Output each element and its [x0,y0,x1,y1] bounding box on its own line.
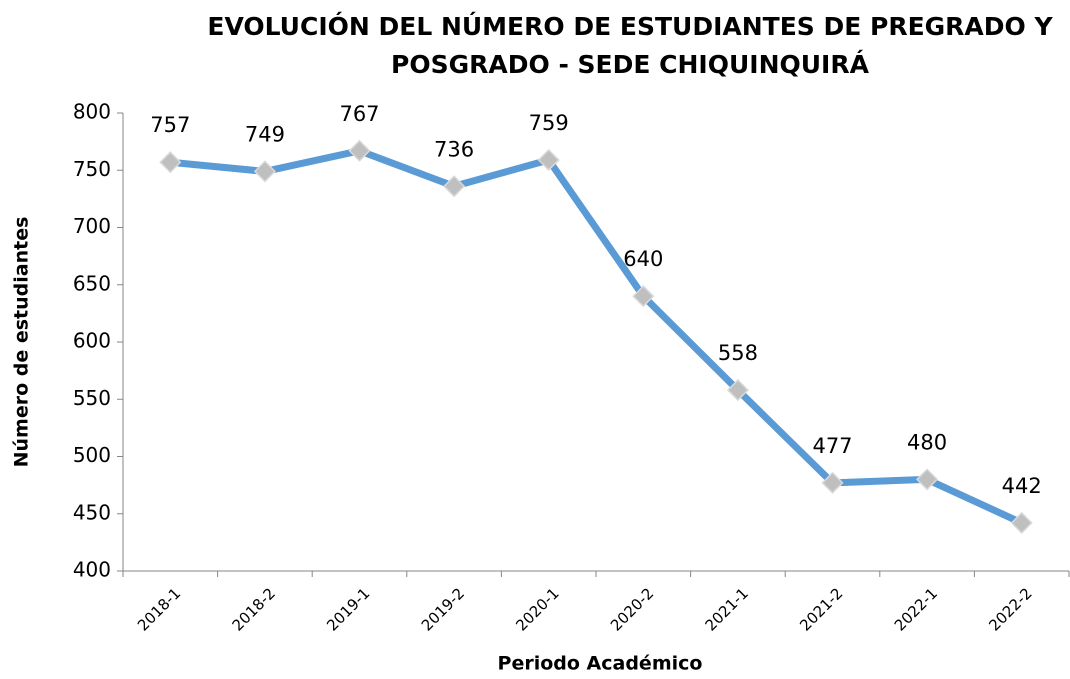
chart-title: POSGRADO - SEDE CHIQUINQUIRÁ [391,50,870,79]
data-label: 759 [529,111,569,135]
y-tick-label: 550 [73,386,111,410]
x-tick-label: 2022-2 [985,584,1035,634]
y-tick-label: 450 [73,500,111,524]
y-tick-label: 600 [73,329,111,353]
line [169,147,1024,527]
marker [253,160,276,183]
data-label: 757 [150,113,190,137]
y-tick-label: 650 [73,271,111,295]
marker [821,471,844,494]
data-label: 477 [812,434,852,458]
y-axis-title: Número de estudiantes [11,217,33,468]
marker [1010,511,1033,534]
data-label: 442 [1002,474,1042,498]
marker [348,139,371,162]
x-tick-label: 2021-2 [796,584,846,634]
data-label: 480 [907,430,947,454]
y-tick-label: 500 [73,443,111,467]
x-tick-label: 2018-2 [229,584,279,634]
y-tick-label: 750 [73,157,111,181]
y-tick-label: 700 [73,214,111,238]
y-tick-label: 400 [73,558,111,582]
x-tick-label: 2020-1 [512,584,562,634]
data-label: 640 [623,247,663,271]
x-tick-label: 2022-1 [891,584,941,634]
data-label: 558 [718,341,758,365]
marker [443,175,466,198]
data-label: 749 [245,122,285,146]
data-label: 736 [434,137,474,161]
marker [537,148,560,172]
marker [632,285,655,308]
data-label: 767 [339,102,379,126]
x-tick-label: 2019-2 [418,584,468,634]
x-tick-label: 2019-1 [323,584,373,634]
x-tick-label: 2018-1 [134,584,184,634]
x-axis-title: Periodo Académico [498,653,703,675]
marker [159,151,182,174]
marker [916,468,939,491]
chart-title: EVOLUCIÓN DEL NÚMERO DE ESTUDIANTES DE P… [207,11,1053,41]
x-tick-label: 2020-2 [607,584,657,634]
y-tick-label: 800 [73,100,111,124]
marker [726,379,749,402]
x-tick-label: 2021-1 [702,584,752,634]
